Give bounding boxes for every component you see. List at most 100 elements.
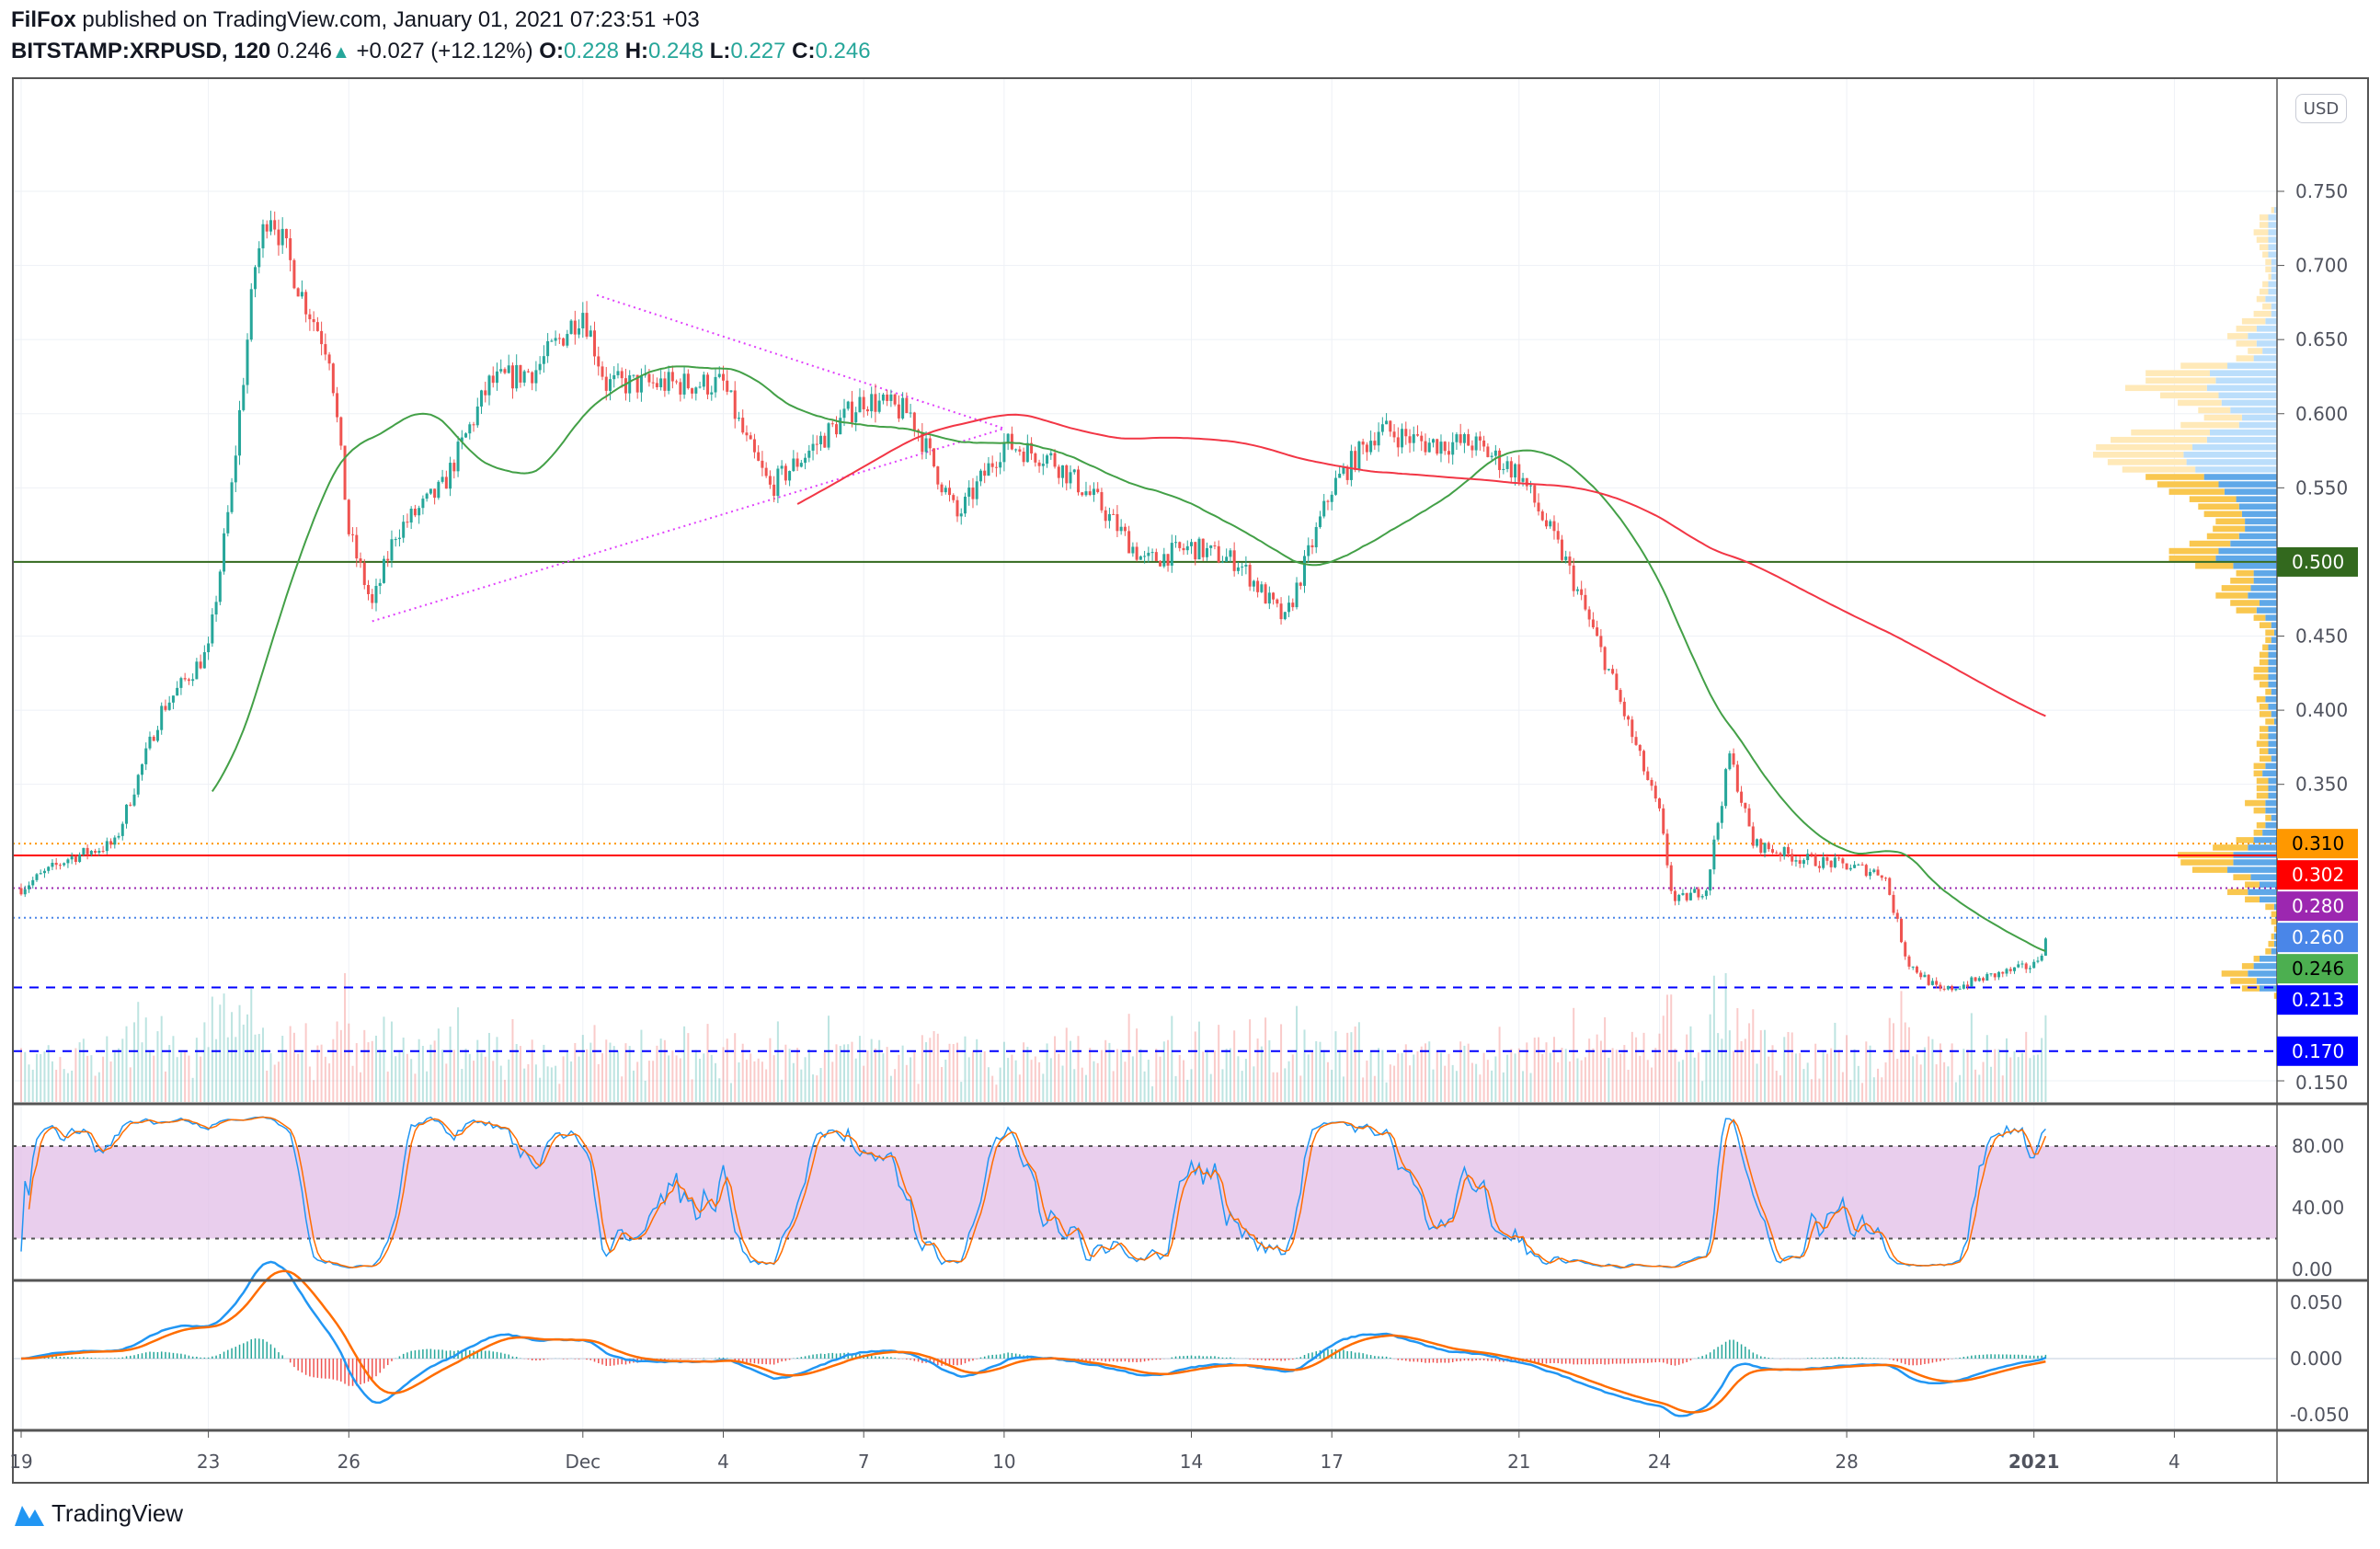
candle-body xyxy=(19,888,23,895)
macd-signal-line xyxy=(20,1269,2046,1414)
profile-up-bar xyxy=(2273,629,2277,637)
profile-down-bar xyxy=(2271,207,2274,213)
profile-down-bar xyxy=(2227,889,2248,896)
candle-body xyxy=(1802,860,1805,865)
volume-bar xyxy=(863,1065,865,1102)
volume-bar xyxy=(1954,1082,1957,1102)
candle-body xyxy=(475,406,479,426)
candle-body xyxy=(1853,865,1857,868)
profile-down-bar xyxy=(2189,540,2231,547)
candle-body xyxy=(1217,545,1220,563)
profile-down-bar xyxy=(2107,459,2187,465)
volume-bar xyxy=(320,1044,323,1102)
candle-body xyxy=(82,847,86,855)
pane-frames xyxy=(12,77,2369,1484)
candle-body xyxy=(1119,526,1123,532)
volume-bar xyxy=(1943,1061,1946,1102)
volume-bar xyxy=(277,1061,280,1102)
author-name[interactable]: FilFox xyxy=(11,7,76,32)
candle-body xyxy=(1303,556,1307,586)
candle-body xyxy=(1365,444,1368,453)
volume-bar xyxy=(1580,1060,1583,1102)
volume-bar xyxy=(1213,1050,1216,1102)
profile-down-bar xyxy=(2180,859,2234,866)
candle-body xyxy=(706,374,710,395)
volume-bar xyxy=(1853,1049,1856,1102)
candle-body xyxy=(928,438,932,449)
time-tick-label: 10 xyxy=(992,1451,1015,1473)
candle-body xyxy=(1427,442,1431,453)
profile-up-bar xyxy=(2215,555,2277,562)
candle-body xyxy=(1291,602,1295,608)
volume-bar xyxy=(1225,1049,1228,1102)
price-label: 0.246 xyxy=(2292,958,2344,980)
volume-bar xyxy=(2041,1038,2043,1102)
volume-bar xyxy=(1642,1032,1645,1102)
candle-body xyxy=(1591,619,1595,628)
candle-body xyxy=(1599,636,1603,648)
volume-bar xyxy=(137,1002,140,1102)
candle-body xyxy=(456,442,460,472)
candle-body xyxy=(788,471,792,481)
candle-body xyxy=(1252,580,1255,587)
tradingview-logo[interactable]: TradingView xyxy=(13,1499,183,1528)
symbol-label[interactable]: BITSTAMP:XRPUSD, 120 xyxy=(11,39,271,63)
profile-up-bar xyxy=(2271,622,2277,628)
volume-bar xyxy=(1529,1073,1532,1102)
candle-body xyxy=(1954,989,1958,991)
volume-bar xyxy=(2025,1031,2028,1102)
candle-body xyxy=(1096,488,1100,493)
volume-bar xyxy=(1357,1022,1360,1102)
profile-up-bar xyxy=(2248,333,2277,339)
candle-body xyxy=(1627,716,1631,720)
volume-bar xyxy=(1549,1052,1551,1102)
profile-down-bar xyxy=(2168,488,2225,495)
volume-bar xyxy=(488,1032,490,1102)
candle-body xyxy=(804,457,807,464)
volume-bar xyxy=(238,1004,241,1102)
candle-body xyxy=(1829,860,1833,867)
candle-body xyxy=(1946,986,1950,990)
candle-body xyxy=(292,259,296,289)
profile-down-bar xyxy=(2268,940,2274,947)
candle-body xyxy=(2001,971,2005,974)
volume-bar xyxy=(473,1061,475,1102)
candle-body xyxy=(862,396,865,410)
profile-up-bar xyxy=(2265,614,2277,621)
profile-down-bar xyxy=(2253,830,2263,836)
candle-body xyxy=(1349,451,1353,480)
candle-body xyxy=(975,481,978,499)
candle-body xyxy=(955,499,959,517)
volume-bar xyxy=(1904,1022,1906,1102)
candle-body xyxy=(1424,441,1427,453)
triangle-drawing[interactable] xyxy=(372,293,1005,623)
candle-body xyxy=(113,837,117,845)
volume-bar xyxy=(784,1044,787,1102)
volume-bars xyxy=(20,973,2047,1102)
volume-bar xyxy=(1202,1051,1205,1102)
candle-body xyxy=(1194,542,1197,560)
candle-body xyxy=(499,369,503,372)
volume-bar xyxy=(1919,1064,1922,1102)
candle-body xyxy=(593,330,597,357)
volume-bar xyxy=(894,1069,897,1102)
volume-bar xyxy=(1065,1027,1068,1102)
profile-up-bar xyxy=(2238,421,2277,429)
currency-button[interactable]: USD xyxy=(2295,94,2347,123)
candle-body xyxy=(378,582,382,586)
candle-body xyxy=(784,465,787,481)
volume-bar xyxy=(1651,1067,1653,1102)
volume-bar xyxy=(1244,1059,1247,1102)
profile-down-bar xyxy=(2131,429,2210,436)
candle-body xyxy=(702,374,705,387)
candle-body xyxy=(562,338,566,346)
volume-bar xyxy=(1229,1048,1231,1102)
candle-body xyxy=(425,493,429,499)
price-label-bg xyxy=(2277,1036,2358,1066)
candle-body xyxy=(1619,690,1622,702)
profile-up-bar xyxy=(2224,488,2277,495)
volume-bar xyxy=(1916,1054,1918,1102)
volume-bar xyxy=(395,1056,397,1102)
volume-bar xyxy=(1994,1049,1997,1102)
